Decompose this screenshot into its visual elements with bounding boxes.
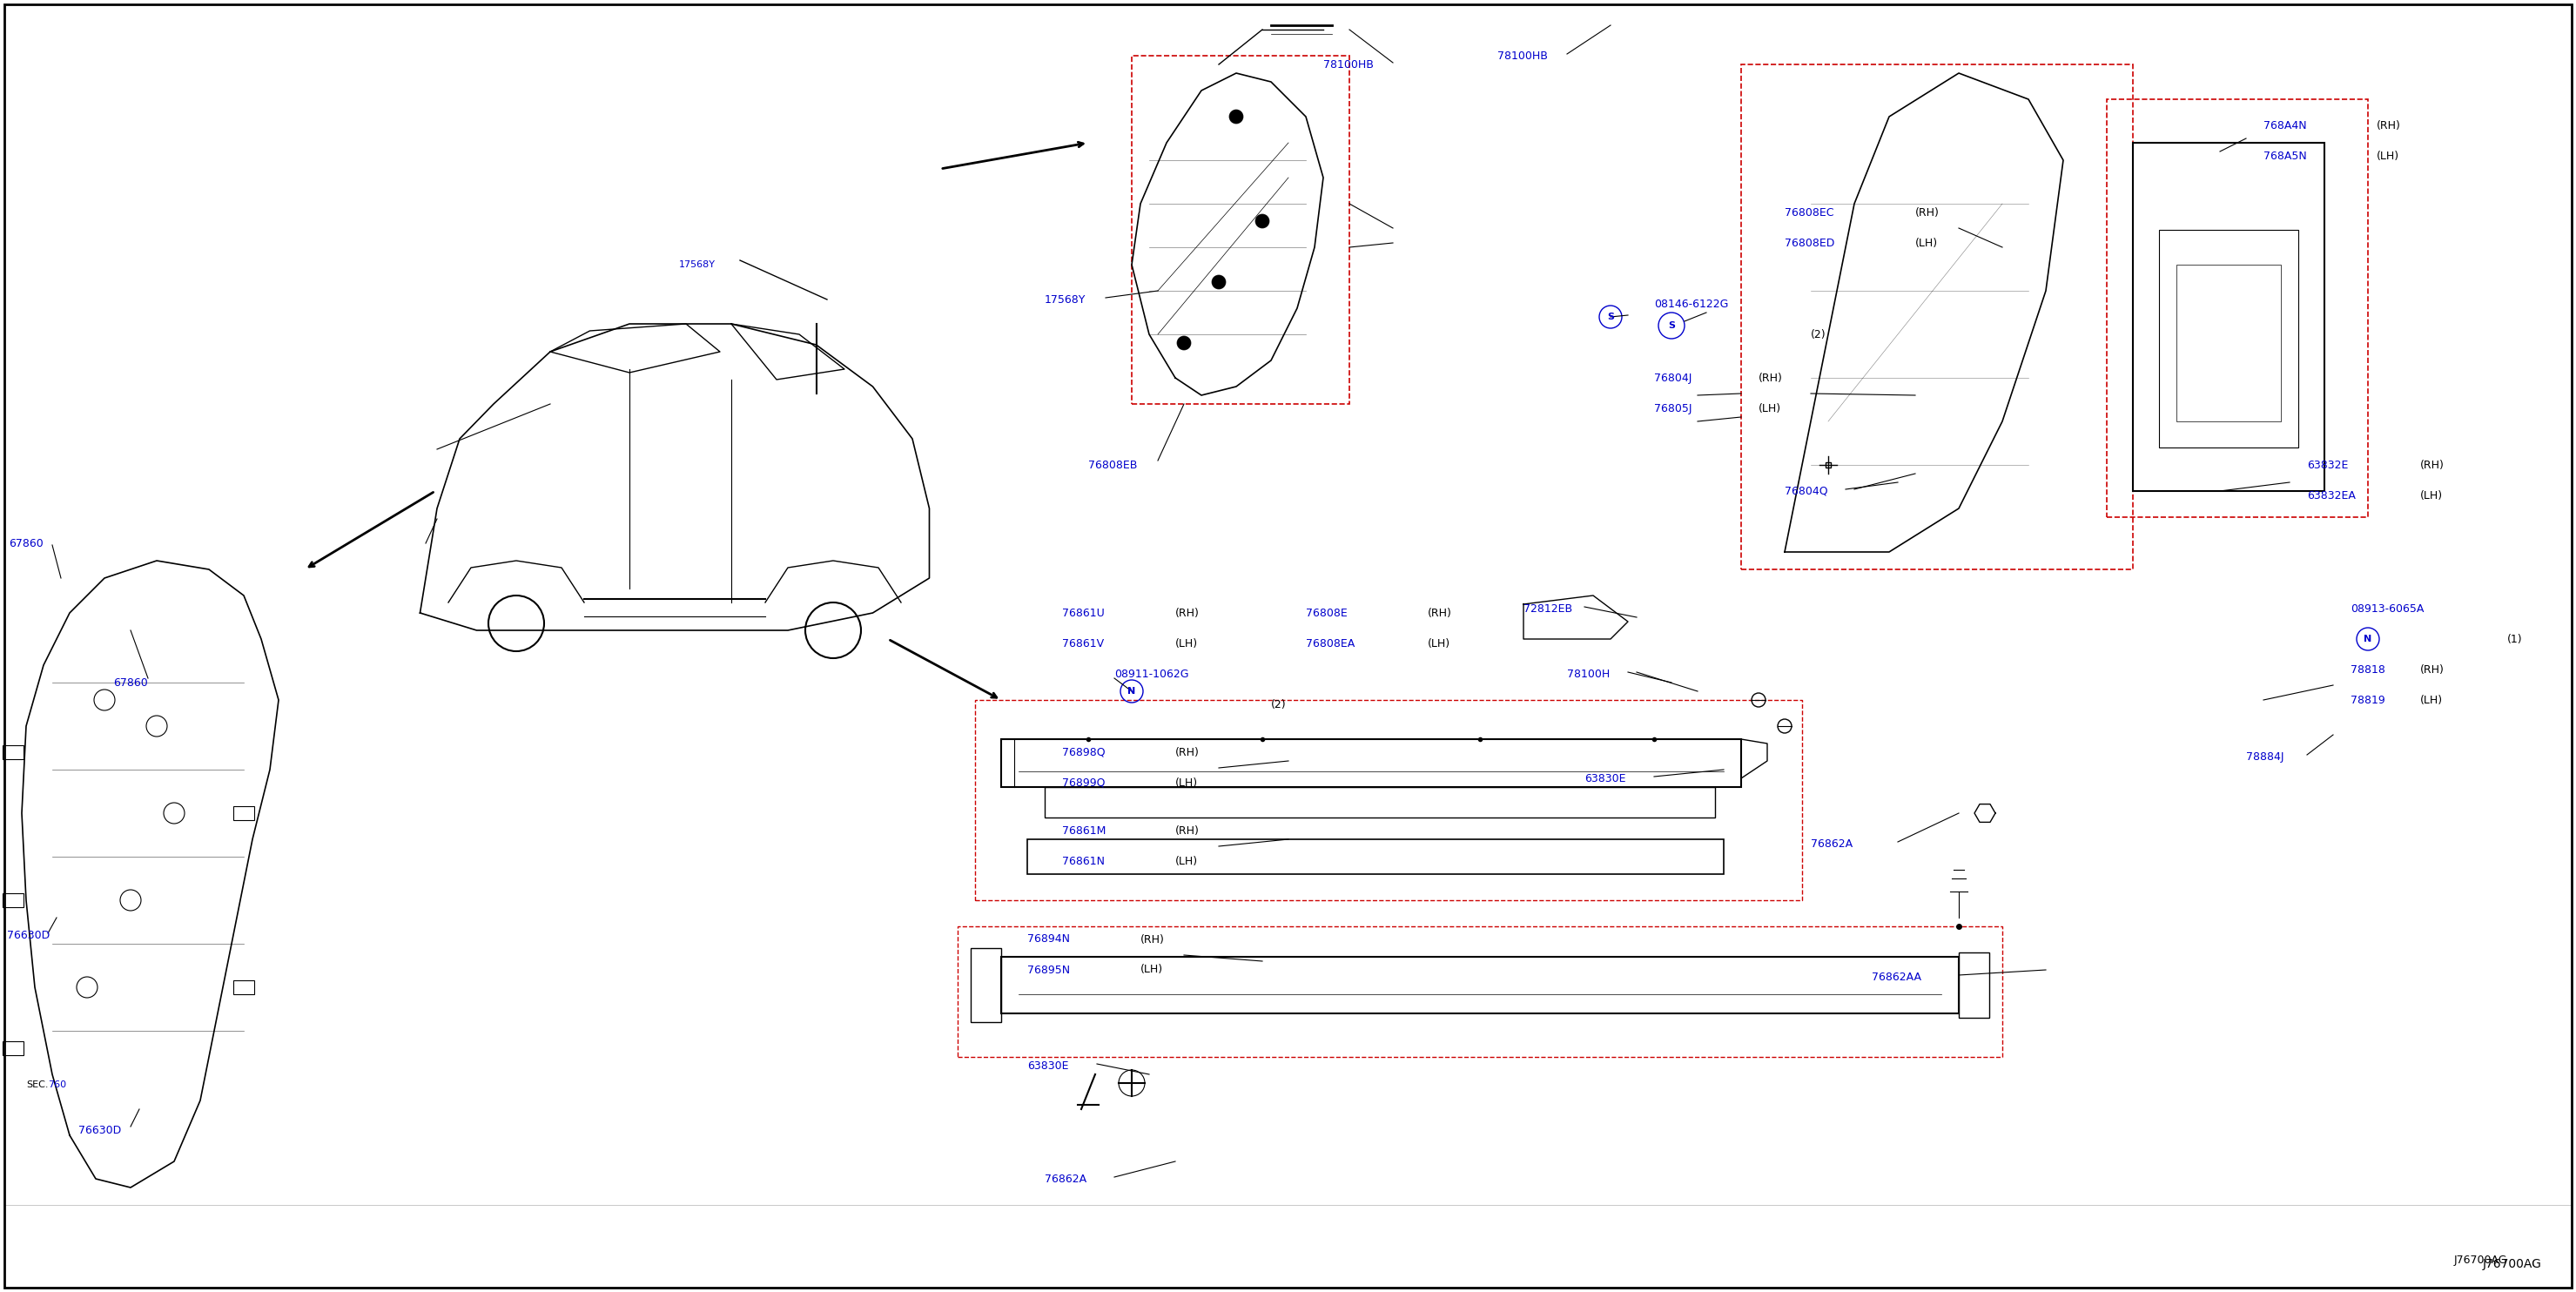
Text: 76805J: 76805J	[1654, 403, 1692, 413]
Text: J76700AG: J76700AG	[2455, 1255, 2506, 1266]
Bar	[2133, 143, 2324, 491]
Bar	[2107, 99, 2367, 517]
Text: 17568Y: 17568Y	[1046, 293, 1087, 305]
Text: (RH): (RH)	[1914, 207, 1940, 218]
Text: 768A5N: 768A5N	[2264, 150, 2306, 162]
Text: (RH): (RH)	[2421, 664, 2445, 676]
Text: 78819: 78819	[2349, 694, 2385, 705]
Bar	[1002, 739, 1741, 787]
Text: (LH): (LH)	[2421, 490, 2442, 501]
Text: 76894N: 76894N	[1028, 934, 1069, 944]
Text: 63830E: 63830E	[1028, 1059, 1069, 1071]
Text: 76862A: 76862A	[1046, 1173, 1087, 1185]
Text: 76862AA: 76862AA	[1873, 972, 1922, 982]
Text: 768A4N: 768A4N	[2264, 120, 2306, 130]
Text: 78100HB: 78100HB	[1497, 50, 1548, 62]
Text: 17568Y: 17568Y	[680, 260, 716, 269]
Text: 78100HB: 78100HB	[1324, 58, 1373, 70]
Text: (LH): (LH)	[1759, 403, 1780, 413]
Text: (RH): (RH)	[1175, 607, 1200, 619]
Text: 76804Q: 76804Q	[1785, 486, 1829, 496]
Text: J76700AG: J76700AG	[2483, 1258, 2543, 1270]
Text: 67860: 67860	[113, 677, 147, 689]
Text: (RH): (RH)	[2421, 459, 2445, 470]
Text: 76808EB: 76808EB	[1087, 459, 1136, 470]
Text: (LH): (LH)	[1175, 638, 1198, 649]
Text: N: N	[1128, 687, 1136, 695]
Bar	[1131, 56, 1350, 404]
Text: (RH): (RH)	[1759, 372, 1783, 384]
Text: 76861N: 76861N	[1061, 855, 1105, 867]
Text: (RH): (RH)	[1175, 824, 1200, 836]
Text: (RH): (RH)	[2378, 120, 2401, 130]
Text: (2): (2)	[1811, 328, 1826, 340]
Text: 76808ED: 76808ED	[1785, 238, 1834, 248]
Text: 76804J: 76804J	[1654, 372, 1692, 384]
Text: (LH): (LH)	[2378, 150, 2398, 162]
Text: SEC.: SEC.	[26, 1080, 49, 1089]
Text: 76862A: 76862A	[1811, 839, 1852, 849]
Text: 78100H: 78100H	[1566, 668, 1610, 680]
Text: (LH): (LH)	[1175, 855, 1198, 867]
Bar	[2177, 265, 2280, 421]
Text: 76630D: 76630D	[77, 1125, 121, 1137]
Text: (LH): (LH)	[1141, 964, 1164, 975]
Text: 76898Q: 76898Q	[1061, 747, 1105, 758]
Text: 63832EA: 63832EA	[2308, 490, 2354, 501]
Text: 08913-6065A: 08913-6065A	[2349, 603, 2424, 614]
Text: 08911-1062G: 08911-1062G	[1115, 668, 1188, 680]
Bar	[3, 745, 23, 760]
Text: 76808EA: 76808EA	[1306, 638, 1355, 649]
Text: (2): (2)	[1270, 699, 1285, 711]
Text: (RH): (RH)	[1427, 607, 1453, 619]
Bar	[1028, 840, 1723, 875]
Text: S: S	[1669, 322, 1674, 329]
Text: 72812EB: 72812EB	[1522, 603, 1571, 614]
Text: 76861U: 76861U	[1061, 607, 1105, 619]
Text: 78884J: 78884J	[2246, 751, 2285, 762]
Bar	[3, 1041, 23, 1056]
Bar	[234, 806, 255, 820]
Circle shape	[1255, 214, 1270, 229]
Text: 76630D: 76630D	[8, 929, 49, 941]
Bar	[2159, 230, 2298, 447]
Text: (1): (1)	[2506, 633, 2522, 645]
Text: 08146-6122G: 08146-6122G	[1654, 298, 1728, 310]
Text: 76861M: 76861M	[1061, 824, 1105, 836]
Text: (LH): (LH)	[1175, 776, 1198, 788]
Text: 67860: 67860	[8, 537, 44, 549]
Text: (RH): (RH)	[1141, 934, 1164, 944]
Bar	[1046, 787, 1716, 818]
Bar	[3, 893, 23, 907]
Text: 76808EC: 76808EC	[1785, 207, 1834, 218]
Bar	[234, 981, 255, 995]
Text: (LH): (LH)	[1914, 238, 1937, 248]
Text: S: S	[1607, 313, 1615, 322]
Text: 76861V: 76861V	[1061, 638, 1105, 649]
Text: 78818: 78818	[2349, 664, 2385, 676]
Text: N: N	[2365, 634, 2372, 643]
Text: 760: 760	[49, 1080, 67, 1089]
Bar	[1741, 65, 2133, 570]
Bar	[971, 948, 1002, 1022]
Text: 63830E: 63830E	[1584, 773, 1625, 784]
Bar	[1958, 952, 1989, 1018]
Text: (LH): (LH)	[2421, 694, 2442, 705]
Bar	[1002, 957, 1958, 1013]
Text: 76899Q: 76899Q	[1061, 776, 1105, 788]
Text: (RH): (RH)	[1175, 747, 1200, 758]
Text: 76895N: 76895N	[1028, 964, 1069, 975]
Bar	[958, 926, 2002, 1057]
Text: (LH): (LH)	[1427, 638, 1450, 649]
Bar	[976, 700, 1803, 901]
Text: 63832E: 63832E	[2308, 459, 2349, 470]
Text: 76808E: 76808E	[1306, 607, 1347, 619]
Circle shape	[1177, 336, 1190, 350]
Circle shape	[1211, 275, 1226, 289]
Circle shape	[1229, 110, 1244, 124]
